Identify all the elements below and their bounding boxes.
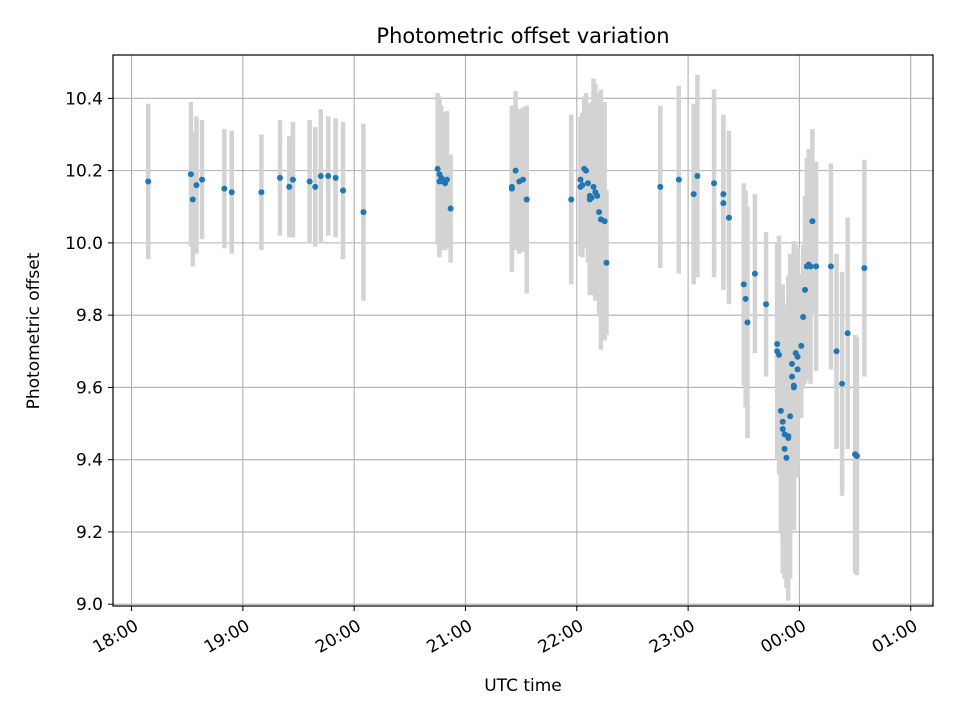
data-point bbox=[742, 295, 749, 302]
y-tick-label: 9.0 bbox=[76, 595, 103, 615]
data-point bbox=[789, 360, 796, 367]
data-point bbox=[221, 185, 228, 192]
data-point bbox=[579, 182, 586, 189]
data-point bbox=[447, 205, 454, 212]
data-point bbox=[763, 301, 770, 308]
data-point bbox=[675, 176, 682, 183]
x-tick-label: 22:00 bbox=[535, 616, 587, 658]
x-tick-label: 00:00 bbox=[757, 616, 809, 658]
data-point bbox=[751, 270, 758, 277]
data-point bbox=[833, 348, 840, 355]
data-point bbox=[360, 209, 367, 216]
x-axis-label: UTC time bbox=[484, 676, 562, 696]
data-point bbox=[443, 176, 450, 183]
data-point bbox=[807, 263, 814, 270]
data-point bbox=[601, 218, 608, 225]
data-points bbox=[145, 165, 868, 461]
data-point bbox=[720, 191, 727, 198]
data-point bbox=[827, 263, 834, 270]
data-point bbox=[801, 286, 808, 293]
data-point bbox=[577, 176, 584, 183]
y-tick-label: 9.8 bbox=[76, 306, 103, 326]
data-point bbox=[779, 418, 786, 425]
data-point bbox=[720, 200, 727, 207]
x-tick-label: 20:00 bbox=[312, 616, 364, 658]
data-point bbox=[800, 313, 807, 320]
data-point bbox=[657, 183, 664, 190]
data-point bbox=[289, 176, 296, 183]
x-axis-ticks: 18:00 19:00 20:00 21:00 22:00 23:00 00:00 01:00 bbox=[90, 606, 921, 658]
y-tick-label: 10.4 bbox=[65, 89, 103, 109]
data-point bbox=[258, 189, 265, 196]
data-point bbox=[325, 173, 332, 180]
data-point bbox=[512, 167, 519, 174]
data-point bbox=[312, 183, 319, 190]
data-point bbox=[590, 183, 597, 190]
data-point bbox=[187, 171, 194, 178]
data-point bbox=[276, 174, 283, 181]
x-tick-label: 23:00 bbox=[646, 616, 698, 658]
data-point bbox=[690, 191, 697, 198]
data-point bbox=[568, 196, 575, 203]
data-point bbox=[286, 183, 293, 190]
data-point bbox=[785, 434, 792, 441]
data-point bbox=[588, 194, 595, 201]
data-point bbox=[774, 341, 781, 348]
data-point bbox=[434, 165, 441, 172]
data-point bbox=[523, 196, 530, 203]
data-point bbox=[789, 373, 796, 380]
data-point bbox=[332, 174, 339, 181]
data-point bbox=[861, 265, 868, 272]
data-point bbox=[777, 407, 784, 414]
chart-title: Photometric offset variation bbox=[376, 24, 669, 48]
y-axis-ticks: 9.0 9.2 9.4 9.6 9.8 10.0 10.2 10.4 bbox=[65, 89, 113, 615]
data-point bbox=[783, 454, 790, 461]
y-tick-label: 9.2 bbox=[76, 523, 103, 543]
data-point bbox=[781, 445, 788, 452]
data-point bbox=[776, 351, 783, 358]
data-point bbox=[725, 214, 732, 221]
data-point bbox=[520, 176, 526, 183]
data-point bbox=[809, 218, 816, 225]
data-point bbox=[193, 182, 200, 189]
data-point bbox=[740, 281, 747, 288]
data-point bbox=[744, 319, 751, 326]
y-tick-label: 10.2 bbox=[65, 162, 103, 182]
data-point bbox=[189, 196, 196, 203]
data-point bbox=[340, 187, 347, 194]
data-point bbox=[584, 180, 591, 187]
data-point bbox=[199, 176, 206, 183]
data-point bbox=[853, 453, 860, 460]
data-point bbox=[798, 342, 805, 349]
data-point bbox=[794, 353, 801, 360]
data-point bbox=[306, 178, 313, 185]
data-point bbox=[839, 380, 846, 387]
data-point bbox=[844, 330, 851, 337]
data-point bbox=[694, 173, 701, 180]
y-tick-label: 9.4 bbox=[76, 451, 103, 471]
data-point bbox=[790, 382, 797, 389]
plot-frame bbox=[112, 54, 934, 607]
data-point bbox=[594, 192, 601, 199]
x-tick-label: 21:00 bbox=[424, 616, 476, 658]
data-point bbox=[794, 366, 801, 373]
y-tick-label: 10.0 bbox=[65, 234, 103, 254]
data-point bbox=[317, 173, 324, 180]
x-tick-label: 19:00 bbox=[201, 616, 253, 658]
data-point bbox=[711, 180, 718, 187]
y-axis-label: Photometric offset bbox=[24, 252, 44, 409]
data-point bbox=[779, 425, 786, 432]
data-point bbox=[508, 185, 515, 192]
data-point bbox=[228, 189, 235, 196]
data-point bbox=[603, 259, 610, 266]
x-tick-label: 01:00 bbox=[869, 616, 921, 658]
data-point bbox=[583, 167, 590, 174]
data-point bbox=[596, 209, 603, 216]
y-tick-label: 9.6 bbox=[76, 378, 103, 398]
data-point bbox=[813, 263, 820, 270]
data-point bbox=[787, 413, 794, 420]
data-point bbox=[145, 178, 152, 185]
x-tick-label: 18:00 bbox=[90, 616, 142, 658]
